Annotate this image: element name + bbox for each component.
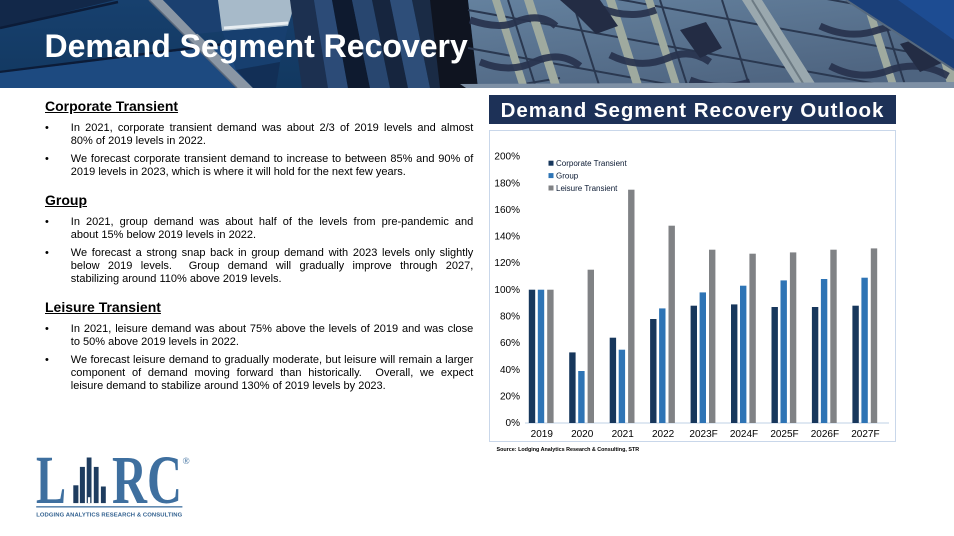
svg-text:2019: 2019 [531,429,554,440]
svg-text:160%: 160% [494,205,520,216]
svg-text:LODGING ANALYTICS RESEARCH & C: LODGING ANALYTICS RESEARCH & CONSULTING [36,513,182,519]
svg-text:40%: 40% [500,365,520,376]
svg-text:Group: Group [556,172,579,181]
svg-text:2020: 2020 [571,429,594,440]
svg-text:2026F: 2026F [811,429,839,440]
svg-text:2022: 2022 [652,429,675,440]
svg-text:80%: 80% [500,312,520,323]
svg-text:180%: 180% [494,178,520,189]
svg-text:200%: 200% [494,152,520,163]
svg-text:L: L [36,450,66,518]
svg-text:RC: RC [112,450,182,518]
svg-text:®: ® [183,456,190,467]
svg-text:140%: 140% [494,232,520,243]
svg-text:120%: 120% [494,258,520,269]
svg-text:100%: 100% [494,285,520,296]
svg-text:2023F: 2023F [689,429,717,440]
svg-text:Corporate Transient: Corporate Transient [556,159,627,168]
svg-text:2027F: 2027F [851,429,879,440]
svg-text:60%: 60% [500,338,520,349]
svg-text:2024F: 2024F [730,429,758,440]
svg-text:Leisure Transient: Leisure Transient [556,184,618,193]
svg-text:0%: 0% [506,418,521,429]
svg-text:2025F: 2025F [770,429,798,440]
svg-text:20%: 20% [500,392,520,403]
svg-text:2021: 2021 [612,429,635,440]
